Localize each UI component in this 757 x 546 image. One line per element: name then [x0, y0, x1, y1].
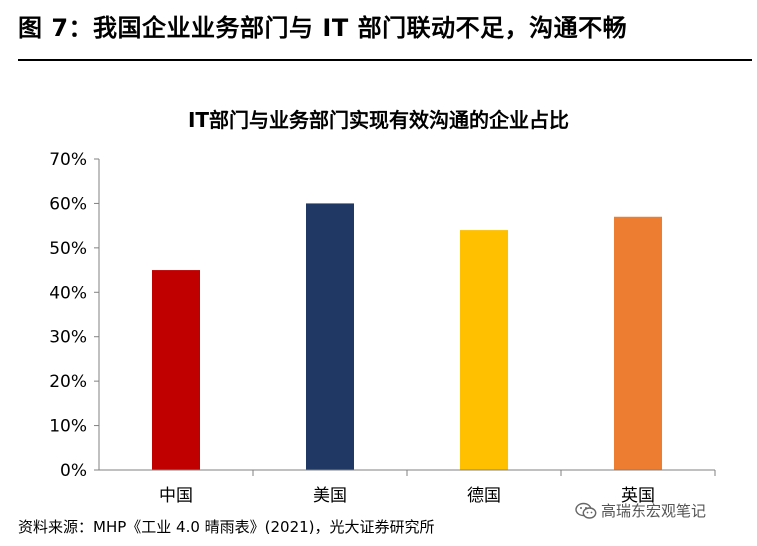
bar-4	[614, 216, 662, 470]
figure-title: 图 7：我国企业业务部门与 IT 部门联动不足，沟通不畅	[18, 14, 628, 42]
x-tick-label: 英国	[621, 486, 655, 506]
bar-2	[306, 203, 354, 470]
watermark-text: 高瑞东宏观笔记	[601, 502, 707, 520]
x-axis: 中国 美国 德国 英国	[99, 469, 716, 506]
x-tick-label: 美国	[313, 486, 347, 506]
y-tick-label: 60%	[49, 194, 87, 214]
x-tick-label: 德国	[467, 486, 501, 506]
y-axis: 0% 10% 20% 30% 40% 50% 60% 70%	[49, 150, 100, 481]
wechat-icon	[575, 502, 597, 519]
y-tick-label: 0%	[60, 461, 87, 481]
y-tick-label: 20%	[49, 372, 87, 392]
source-note: 资料来源：MHP《工业 4.0 晴雨表》(2021)，光大证券研究所	[18, 518, 435, 536]
y-tick-label: 40%	[49, 283, 87, 303]
y-tick-label: 50%	[49, 239, 87, 259]
bar-1	[152, 270, 200, 470]
y-tick-label: 30%	[49, 328, 87, 348]
bars	[152, 203, 662, 470]
x-tick-label: 中国	[159, 486, 193, 506]
y-tick-label: 70%	[49, 150, 87, 170]
y-tick-label: 10%	[49, 417, 87, 437]
chart-title: IT部门与业务部门实现有效沟通的企业占比	[187, 108, 570, 132]
watermark: 高瑞东宏观笔记	[575, 500, 706, 521]
bar-3	[460, 230, 508, 470]
title-rule	[18, 59, 752, 61]
